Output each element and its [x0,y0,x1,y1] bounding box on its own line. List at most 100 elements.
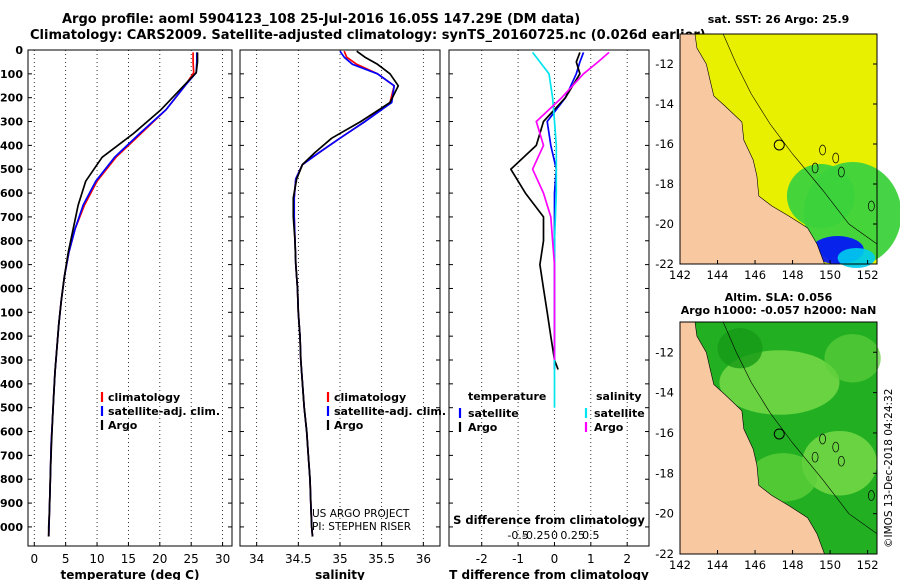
project-credit: US ARGO PROJECT [312,508,410,520]
series-line-temperature-argo [509,52,581,370]
x-tick-label: 0 [30,552,38,566]
imos-timestamp: ©IMOS 13-Dec-2018 04:24:32 [883,388,895,548]
plot-frame [27,49,233,547]
reef-outline [832,441,840,453]
y-tick-label: 1000 [0,282,23,295]
x-tick-label: 142 [669,558,691,572]
y-tick-label: -12 [655,57,674,71]
y-tick-label: 2000 [0,521,23,534]
y-tick-label: 1200 [0,330,23,343]
sea-field-patch [717,328,763,369]
y-tick-label: 500 [0,163,23,176]
y-tick-label: 800 [0,235,23,248]
map-title: sat. SST: 26 Argo: 25.9 [708,13,850,26]
s-tick-label: -0.5 [507,529,528,542]
y-tick-label: -18 [655,177,674,191]
x-tick-label: 30 [215,552,230,566]
x-tick-label: 150 [819,558,841,572]
x-tick-label: -1 [512,552,524,566]
y-tick-label: 1900 [0,497,23,510]
s-tick-label: 0.25 [560,529,585,542]
y-tick-label: 100 [0,68,23,81]
x-tick-label: 5 [62,552,70,566]
legend-label: satellite-adj. clim. [108,405,220,418]
x-tick-label: 148 [782,268,804,282]
s-tick-label: -0.25 [522,529,550,542]
x-tick-label: -2 [476,552,488,566]
legend-label: satellite [468,407,519,420]
x-tick-label: 152 [857,558,879,572]
difference-panel: -2 -1 0 1 2 T difference from climatology S di… [448,49,650,580]
reef-outline [838,166,845,178]
legend-label: satellite [594,407,645,420]
sea-field-patch [801,430,877,496]
x-tick-label: 0 [551,552,559,566]
temperature-panel: 0 5 10 15 20 25 300100200300400500600700800900… [0,44,233,580]
x-tick-label: 34 [249,552,264,566]
map-frame [679,321,878,555]
reef-outline [838,455,845,467]
y-tick-label: 1500 [0,402,23,415]
x-tick-label: 2 [623,552,631,566]
x-tick-label: 150 [819,268,841,282]
series-line-climatology [47,52,195,537]
x-tick-label: 34.5 [285,552,312,566]
y-tick-label: -18 [655,466,674,480]
y-tick-label: 1400 [0,378,23,391]
x-tick-label: 1 [587,552,595,566]
map-subtitle: Argo h1000: -0.057 h2000: NaN [681,304,877,317]
depth-contour [722,321,878,535]
legend-title-temperature: temperature [468,390,546,403]
reef-outline [811,162,819,174]
s-tick-label: 0.5 [582,529,600,542]
sea-field-patch [749,453,817,502]
y-tick-label: 1700 [0,449,23,462]
x-tick-label: 144 [707,268,729,282]
legend-label: Argo [334,419,364,432]
sea-field-patch [824,334,881,383]
y-tick-label: -22 [655,547,674,561]
x-axis-label: temperature (deg C) [61,568,200,580]
plot-frame [448,49,650,547]
legend-label: Argo [108,419,138,432]
y-tick-label: -20 [655,217,674,231]
pi-credit: PI: STEPHEN RISER [312,521,412,533]
sst-map-panel: 142 144 146 148 150 152 -12 -14 -16 -18 -20 -22 sat.… [655,13,900,282]
y-tick-label: -12 [655,345,674,359]
y-tick-label: 400 [0,139,23,152]
y-tick-label: 1600 [0,426,23,439]
reef-outline [868,200,875,212]
reef-outline [819,433,826,445]
series-line-satellite-adj-clim- [47,52,198,537]
reef-outline [832,152,840,164]
x-tick-label: 142 [669,268,691,282]
y-tick-label: 0 [15,44,23,57]
legend-title-salinity: salinity [596,390,642,403]
x-tick-label: 152 [857,268,879,282]
y-tick-label: 700 [0,211,23,224]
depth-contour [722,33,878,245]
series-line-argo [47,52,199,537]
y-tick-label: 900 [0,259,23,272]
reef-outline [811,451,819,463]
s-tick-label: 0 [551,529,558,542]
series-line-salinity-argo [531,51,610,360]
reef-outline [868,490,875,501]
y-tick-label: 300 [0,116,23,129]
map-title: Altim. SLA: 0.056 [725,291,833,304]
sea-field-patch [786,164,855,228]
x-tick-label: 25 [184,552,199,566]
legend-label: Argo [468,421,498,434]
sea-field-patch [837,248,876,268]
series-line-argo [292,50,400,537]
series-line-salinity-satellite [531,51,558,408]
y-tick-label: -16 [655,137,674,151]
figure-title: Argo profile: aoml 5904123_108 25-Jul-20… [62,12,581,27]
legend-label: climatology [334,391,406,404]
s-axis-label: S difference from climatology [453,513,645,527]
y-tick-label: 1800 [0,473,23,486]
x-tick-label: 146 [744,558,766,572]
y-tick-label: 1300 [0,354,23,367]
x-tick-label: 35.5 [368,552,395,566]
